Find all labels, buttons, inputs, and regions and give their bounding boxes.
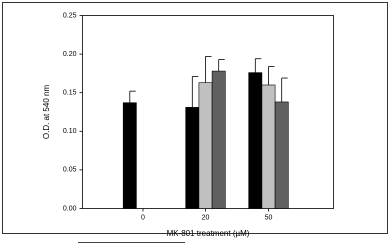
y-tick-label: 0.15	[63, 90, 77, 97]
bar	[122, 102, 137, 209]
frame	[2, 2, 388, 234]
bar	[198, 82, 213, 209]
bar	[211, 70, 226, 209]
x-tick-label: 50	[265, 214, 273, 221]
y-axis-label: O.D. at 540 nm	[42, 85, 51, 140]
bar	[261, 84, 276, 209]
bar	[248, 72, 263, 209]
y-tick-label: 0.20	[63, 51, 77, 58]
bar	[185, 107, 200, 209]
y-tick-label: 0.10	[63, 128, 77, 135]
y-tick-label: 0.05	[63, 167, 77, 174]
y-tick-label: 0.25	[63, 12, 77, 19]
x-axis-label: MK-801 treatment (µM)	[167, 229, 250, 238]
bar	[274, 101, 289, 209]
x-tick-label: 0	[141, 214, 145, 221]
y-tick-label: 0.00	[63, 205, 77, 212]
x-tick-label: 20	[202, 214, 210, 221]
